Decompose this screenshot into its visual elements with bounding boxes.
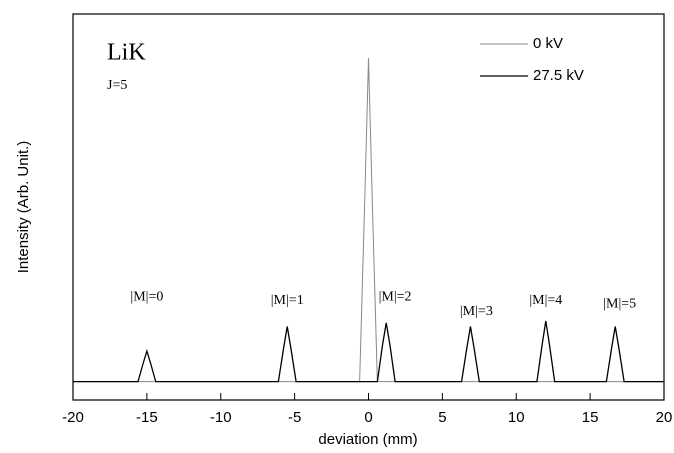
annotation: |M|=2	[379, 289, 412, 304]
annotation: |M|=4	[529, 293, 562, 308]
x-tick-label: 10	[508, 409, 525, 426]
x-tick-label: 5	[438, 409, 446, 426]
series-line	[73, 320, 664, 383]
x-tick-label: 15	[582, 409, 599, 426]
x-tick-label: -5	[288, 409, 301, 426]
series-line	[73, 58, 664, 383]
annotation: |M|=3	[460, 304, 493, 319]
subtitle-text: J=5	[107, 78, 127, 93]
annotation: |M|=5	[603, 297, 636, 312]
annotation: |M|=1	[271, 293, 304, 308]
x-tick-label: -10	[210, 409, 232, 426]
legend-label: 27.5 kV	[533, 67, 584, 84]
x-tick-label: 20	[656, 409, 673, 426]
x-tick-label: -20	[62, 409, 84, 426]
y-axis-label: Intensity (Arb. Unit.)	[15, 141, 32, 274]
annotation: |M|=0	[130, 289, 163, 304]
title-text: LiK	[107, 40, 146, 66]
legend-label: 0 kV	[533, 35, 563, 52]
x-tick-label: 0	[364, 409, 372, 426]
x-tick-label: -15	[136, 409, 158, 426]
x-axis-label: deviation (mm)	[318, 431, 417, 448]
